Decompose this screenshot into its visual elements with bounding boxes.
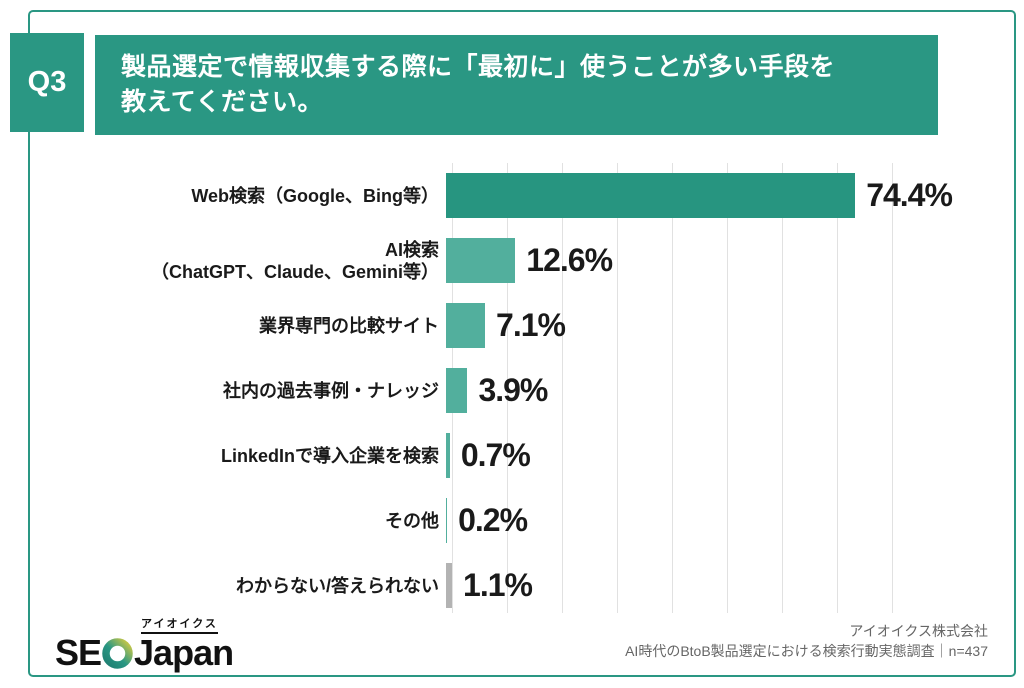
logo-japan-text: Japan xyxy=(134,632,234,673)
category-label: AI検索 （ChatGPT、Claude、Gemini等） xyxy=(150,239,439,282)
bar-track: 0.7% xyxy=(446,433,1024,478)
bar xyxy=(446,173,856,218)
chart-row: 社内の過去事例・ナレッジ 3.9% xyxy=(0,358,1024,423)
category-label: わからない/答えられない xyxy=(236,575,439,596)
bar-track: 7.1% xyxy=(446,303,1024,348)
logo-se-text: SE xyxy=(55,632,102,673)
bar xyxy=(446,303,486,348)
bar-chart: Web検索（Google、Bing等） 74.4% AI検索 （ChatGPT、… xyxy=(0,163,1024,623)
bar xyxy=(446,498,448,543)
value-label: 1.1% xyxy=(463,567,533,603)
chart-row: LinkedInで導入企業を検索 0.7% xyxy=(0,423,1024,488)
bar xyxy=(446,368,468,413)
value-label: 3.9% xyxy=(478,372,548,408)
source-attribution: アイオイクス株式会社 AI時代のBtoB製品選定における検索行動実態調査｜n=4… xyxy=(625,621,988,661)
gridlines xyxy=(452,163,893,613)
chart-rows: Web検索（Google、Bing等） 74.4% AI検索 （ChatGPT、… xyxy=(0,163,1024,618)
logo-kana-text: アイオイクス xyxy=(141,615,218,634)
bar xyxy=(446,563,453,608)
question-line-2: 教えてください。 xyxy=(121,88,324,116)
bar xyxy=(446,433,450,478)
bar-track: 12.6% xyxy=(446,238,1024,283)
chart-row: Web検索（Google、Bing等） 74.4% xyxy=(0,163,1024,228)
bar-track: 3.9% xyxy=(446,368,1024,413)
logo-wordmark: SE Japan xyxy=(55,632,234,673)
chart-row: わからない/答えられない 1.1% xyxy=(0,553,1024,618)
category-label: 社内の過去事例・ナレッジ xyxy=(223,380,439,401)
bar-track: 1.1% xyxy=(446,563,1024,608)
source-company: アイオイクス株式会社 xyxy=(849,623,988,639)
value-label: 74.4% xyxy=(866,177,953,213)
question-line-1: 製品選定で情報収集する際に「最初に」使うことが多い手段を xyxy=(121,53,836,81)
question-number-badge: Q3 xyxy=(10,33,84,132)
chart-row: その他 0.2% xyxy=(0,488,1024,553)
source-survey: AI時代のBtoB製品選定における検索行動実態調査｜n=437 xyxy=(625,643,988,659)
question-number: Q3 xyxy=(27,66,67,98)
category-label: その他 xyxy=(385,510,439,531)
question-title-box: 製品選定で情報収集する際に「最初に」使うことが多い手段を 教えてください。 xyxy=(95,35,938,135)
value-label: 0.2% xyxy=(458,502,528,538)
bar-track: 0.2% xyxy=(446,498,1024,543)
category-label: LinkedInで導入企業を検索 xyxy=(220,445,439,466)
logo-o-ring-icon xyxy=(102,637,133,669)
value-label: 12.6% xyxy=(526,242,613,278)
bar xyxy=(446,238,516,283)
value-label: 0.7% xyxy=(460,437,531,473)
bar-track: 74.4% xyxy=(446,173,1024,218)
chart-row: AI検索 （ChatGPT、Claude、Gemini等） 12.6% xyxy=(0,228,1024,293)
category-label: 業界専門の比較サイト xyxy=(259,315,439,336)
seo-japan-logo: アイオイクス SE Japan xyxy=(55,615,234,673)
category-label: Web検索（Google、Bing等） xyxy=(191,185,439,206)
chart-row: 業界専門の比較サイト 7.1% xyxy=(0,293,1024,358)
value-label: 7.1% xyxy=(496,307,566,343)
